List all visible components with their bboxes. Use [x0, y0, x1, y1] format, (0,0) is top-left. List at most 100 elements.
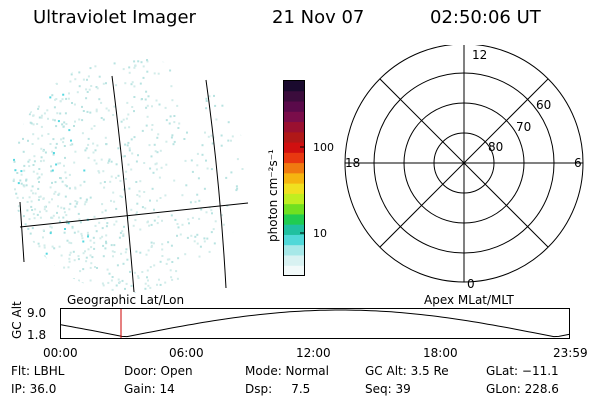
- emission-speckle: [236, 187, 239, 190]
- emission-speckle: [103, 181, 106, 183]
- emission-speckle: [46, 60, 49, 63]
- emission-speckle: [110, 160, 113, 163]
- emission-speckle: [43, 208, 46, 211]
- uv-image-panel: [12, 57, 249, 293]
- emission-speckle: [52, 153, 55, 156]
- emission-speckle: [33, 247, 36, 250]
- emission-speckle: [40, 173, 43, 176]
- emission-speckle: [52, 152, 55, 154]
- emission-speckle: [68, 241, 71, 244]
- emission-speckle: [66, 239, 69, 242]
- emission-speckle: [207, 283, 210, 286]
- emission-speckle: [55, 142, 58, 145]
- emission-speckle: [88, 58, 91, 60]
- emission-speckle: [44, 151, 47, 154]
- emission-speckle: [106, 222, 109, 225]
- emission-speckle: [72, 67, 75, 70]
- emission-speckle: [24, 240, 27, 243]
- meridian-line: [19, 201, 25, 263]
- emission-speckle: [212, 228, 215, 231]
- emission-speckle: [146, 276, 148, 279]
- emission-speckle: [198, 217, 201, 220]
- emission-speckle: [94, 266, 96, 268]
- emission-speckle: [17, 121, 20, 124]
- colorbar-band: [284, 193, 304, 205]
- emission-speckle: [16, 67, 19, 70]
- emission-speckle: [87, 286, 90, 289]
- altitude-tick-high: 9.0: [27, 306, 47, 320]
- emission-speckle: [155, 162, 158, 165]
- emission-speckle: [50, 165, 52, 168]
- time-tick: 06:00: [169, 346, 204, 360]
- emission-speckle: [49, 186, 52, 189]
- emission-speckle: [33, 286, 36, 289]
- instrument-title: Ultraviolet Imager: [33, 7, 196, 28]
- emission-speckle: [113, 223, 116, 226]
- emission-speckle: [225, 176, 228, 179]
- emission-speckle: [117, 278, 120, 281]
- emission-speckle: [221, 104, 224, 107]
- colorbar-band: [284, 142, 304, 154]
- emission-speckle: [213, 242, 216, 245]
- emission-speckle: [203, 187, 206, 190]
- emission-speckle: [29, 273, 32, 276]
- emission-speckle: [38, 116, 41, 119]
- emission-speckle: [30, 97, 33, 100]
- emission-speckle: [179, 233, 182, 236]
- emission-speckle: [198, 274, 201, 277]
- emission-speckle: [51, 58, 54, 61]
- emission-speckle: [50, 288, 53, 291]
- emission-speckle: [81, 237, 84, 240]
- emission-speckle: [15, 89, 18, 91]
- emission-speckle: [22, 122, 24, 125]
- emission-speckle: [65, 123, 68, 125]
- mlt-label-top: 12: [472, 48, 487, 62]
- emission-speckle: [220, 260, 223, 262]
- emission-speckle: [76, 201, 79, 203]
- emission-speckle: [20, 273, 23, 276]
- emission-speckle: [135, 250, 138, 253]
- emission-speckle: [73, 161, 76, 164]
- emission-speckle: [219, 255, 222, 258]
- emission-speckle: [95, 108, 98, 111]
- emission-speckle: [13, 61, 15, 64]
- emission-speckle: [81, 105, 83, 108]
- emission-speckle: [147, 95, 150, 98]
- emission-speckle: [227, 250, 230, 252]
- emission-speckle: [28, 196, 31, 199]
- emission-speckle: [198, 255, 201, 258]
- emission-speckle: [83, 203, 86, 206]
- emission-speckle: [210, 134, 213, 137]
- emission-speckle: [43, 205, 46, 208]
- emission-speckle: [20, 92, 23, 95]
- emission-speckle: [74, 78, 77, 81]
- emission-speckle: [127, 163, 130, 166]
- emission-speckle: [37, 94, 40, 97]
- emission-speckle: [23, 95, 26, 98]
- emission-speckle: [30, 87, 33, 89]
- emission-speckle: [113, 62, 116, 65]
- emission-speckle: [125, 117, 128, 120]
- emission-speckle: [198, 199, 201, 202]
- emission-speckle: [16, 172, 19, 174]
- emission-speckle: [61, 123, 64, 126]
- emission-speckle: [26, 209, 29, 212]
- emission-speckle: [53, 77, 56, 80]
- emission-speckle: [55, 82, 58, 85]
- emission-speckle: [160, 166, 163, 169]
- emission-speckle: [190, 159, 193, 162]
- altitude-frame: [60, 308, 570, 339]
- emission-speckle: [36, 177, 39, 180]
- emission-speckle: [61, 180, 64, 183]
- emission-speckle: [23, 164, 26, 167]
- emission-speckle: [222, 59, 225, 62]
- emission-speckle: [16, 196, 19, 199]
- emission-speckle: [123, 155, 126, 158]
- emission-speckle: [82, 78, 85, 81]
- emission-speckle: [24, 93, 27, 96]
- emission-speckle: [137, 60, 140, 63]
- emission-speckle: [32, 70, 35, 73]
- emission-speckle: [12, 206, 15, 209]
- emission-speckle: [222, 223, 225, 226]
- colorbar-band: [284, 152, 304, 164]
